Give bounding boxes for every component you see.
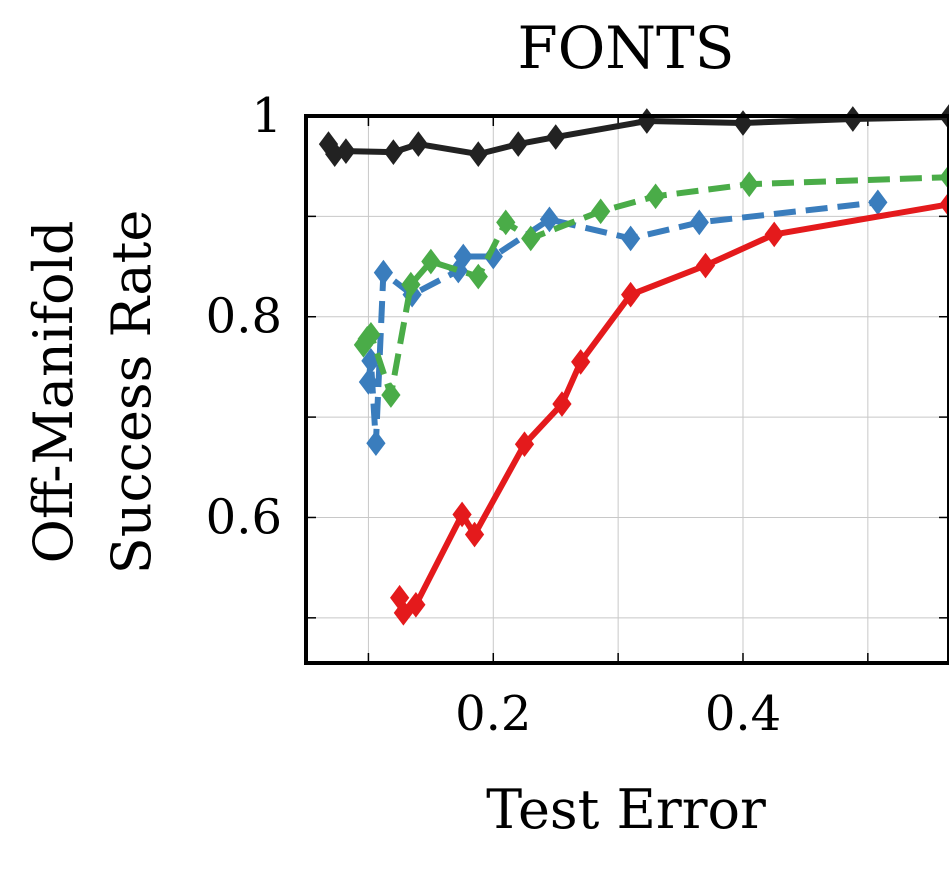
series-2: [358, 189, 888, 457]
data-point-marker: [620, 281, 641, 308]
data-point-marker: [373, 259, 394, 286]
data-point-marker: [383, 139, 404, 165]
y-tick-label: 0.8: [206, 289, 282, 345]
data-point-marker: [366, 430, 386, 457]
data-point-marker: [408, 131, 428, 157]
data-point-marker: [421, 248, 441, 275]
data-point-marker: [468, 263, 488, 290]
series-1: [318, 104, 949, 167]
data-point-marker: [620, 225, 641, 252]
series-line: [396, 201, 949, 616]
data-point-marker: [539, 206, 560, 233]
data-point-marker: [843, 106, 863, 132]
x-axis-label: Test Error: [486, 778, 766, 841]
data-point-marker: [645, 183, 666, 210]
data-point-marker: [406, 591, 426, 618]
data-point-marker: [464, 521, 485, 548]
data-point-marker: [496, 209, 516, 236]
data-point-marker: [689, 209, 709, 236]
data-point-marker: [546, 124, 566, 150]
series-3: [353, 164, 949, 408]
data-point-marker: [868, 189, 888, 216]
series-4: [390, 191, 949, 626]
y-axis-label-line-1: Off-Manifold: [22, 221, 85, 564]
data-point-marker: [514, 431, 535, 458]
data-point-marker: [521, 225, 541, 252]
data-point-marker: [358, 369, 379, 395]
data-point-marker: [552, 391, 572, 417]
data-point-marker: [381, 382, 401, 408]
data-point-marker: [695, 252, 716, 279]
tick-labels: 0.2 0.4 0.6 0.8 1: [206, 88, 782, 742]
series-group: [318, 104, 949, 626]
x-tick-label: 0.2: [455, 686, 531, 742]
ticks: [306, 115, 949, 663]
chart-title: FONTS: [518, 14, 735, 82]
data-point-marker: [739, 171, 759, 198]
y-tick-label: 0.6: [206, 489, 282, 545]
data-point-marker: [637, 108, 657, 134]
data-point-marker: [401, 271, 421, 298]
data-point-marker: [939, 191, 949, 218]
data-point-marker: [591, 198, 611, 225]
data-point-marker: [453, 243, 473, 270]
x-tick-label: 0.4: [705, 686, 781, 742]
data-point-marker: [336, 138, 356, 164]
data-point-marker: [764, 221, 784, 248]
data-point-marker: [361, 321, 381, 348]
data-point-marker: [468, 141, 488, 167]
y-axis-label-line-2: Success Rate: [100, 210, 163, 575]
data-point-marker: [508, 131, 528, 157]
data-point-marker: [939, 164, 949, 191]
grid: [306, 115, 949, 663]
data-point-marker: [571, 349, 591, 375]
data-point-marker: [452, 501, 472, 528]
y-axis-label: Off-Manifold Success Rate: [22, 210, 163, 575]
plot-frame: [304, 114, 949, 665]
y-tick-label: 1: [251, 88, 282, 144]
